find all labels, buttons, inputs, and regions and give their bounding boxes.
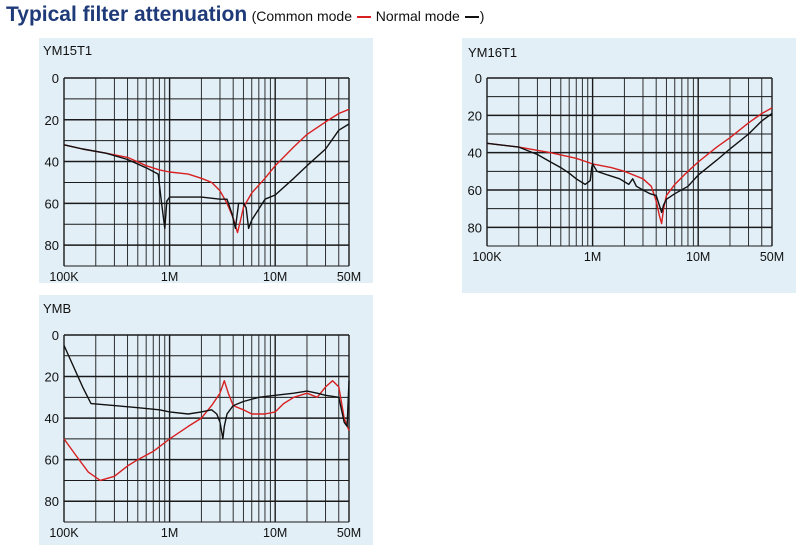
legend-common-swatch: [356, 16, 371, 19]
chart-svg-ym16t1: 0 20 40 60 80 100K 1M 10M 50M: [468, 71, 785, 264]
x-tick-label-ymb: 10M: [263, 526, 287, 540]
x-tick-label-ymb: 100K: [49, 526, 79, 540]
series-line-normal-mode-ymb: [63, 345, 350, 440]
y-tick-label-ym15t1: 40: [45, 155, 59, 170]
x-tick-label-ym15t1: 1M: [161, 270, 178, 283]
grid-ym16t1: [486, 77, 773, 247]
y-tick-label-ymb: 40: [45, 411, 59, 426]
chart-title-ym16t1: YM16T1: [468, 45, 518, 60]
series-line-common-mode-ym16t1: [486, 107, 773, 225]
y-tick-label-ym16t1: 60: [468, 183, 482, 198]
legend-normal-swatch: [464, 16, 479, 19]
x-tick-label-ymb: 1M: [161, 526, 178, 540]
x-tick-label-ym16t1: 1M: [584, 250, 601, 264]
series-line-normal-mode-ym16t1: [486, 112, 773, 214]
grid-ym15t1: [63, 77, 350, 267]
grid-ymb: [63, 334, 350, 523]
y-tick-label-ymb: 80: [45, 494, 59, 509]
y-tick-label-ym16t1: 80: [468, 220, 482, 235]
x-tick-label-ym15t1: 100K: [49, 270, 79, 283]
y-tick-label-ym16t1: 0: [475, 71, 482, 86]
y-tick-label-ymb: 20: [45, 370, 59, 385]
series-line-normal-mode-ym15t1: [63, 123, 350, 230]
chart-svg-ymb: 0 20 40 60 80 100K 1M 10M 50M: [45, 328, 362, 540]
legend-common-label: (Common mode: [251, 8, 352, 24]
series-line-common-mode-ymb: [63, 379, 350, 482]
y-tick-label-ym16t1: 40: [468, 146, 482, 161]
chart-panel-ym16t1: YM16T1 0 20 40 60 80 100K 1M 10M 50M: [462, 38, 796, 293]
x-tick-label-ym16t1: 50M: [760, 250, 784, 264]
y-tick-label-ym15t1: 20: [45, 113, 59, 128]
chart-panel-ym15t1: YM15T1 0 20 40 60 80 100K 1M 10M 50M: [39, 38, 373, 283]
page-title: Typical filter attenuation: [6, 3, 248, 26]
chart-header: Typical filter attenuation (Common mode …: [6, 3, 484, 27]
y-tick-label-ym15t1: 60: [45, 196, 59, 211]
y-tick-label-ymb: 0: [52, 328, 59, 343]
legend: (Common mode Normal mode ): [252, 8, 485, 24]
x-tick-label-ymb: 50M: [337, 526, 361, 540]
series-line-common-mode-ym15t1: [63, 108, 350, 234]
chart-panel-ymb: YMB 0 20 40 60 80 100K 1M 10M 50M: [39, 295, 373, 545]
y-tick-label-ym15t1: 80: [45, 238, 59, 253]
x-tick-label-ym16t1: 100K: [472, 250, 502, 264]
chart-title-ymb: YMB: [43, 301, 72, 316]
chart-svg-ym15t1: 0 20 40 60 80 100K 1M 10M 50M: [45, 71, 362, 283]
legend-normal-label: Normal mode: [375, 8, 460, 24]
legend-close: ): [479, 8, 485, 24]
y-tick-label-ym16t1: 20: [468, 108, 482, 123]
x-tick-label-ym16t1: 10M: [686, 250, 710, 264]
x-tick-label-ym15t1: 10M: [263, 270, 287, 283]
y-tick-label-ymb: 60: [45, 453, 59, 468]
x-tick-label-ym15t1: 50M: [337, 270, 361, 283]
chart-title-ym15t1: YM15T1: [43, 43, 93, 58]
y-tick-label-ym15t1: 0: [52, 71, 59, 86]
